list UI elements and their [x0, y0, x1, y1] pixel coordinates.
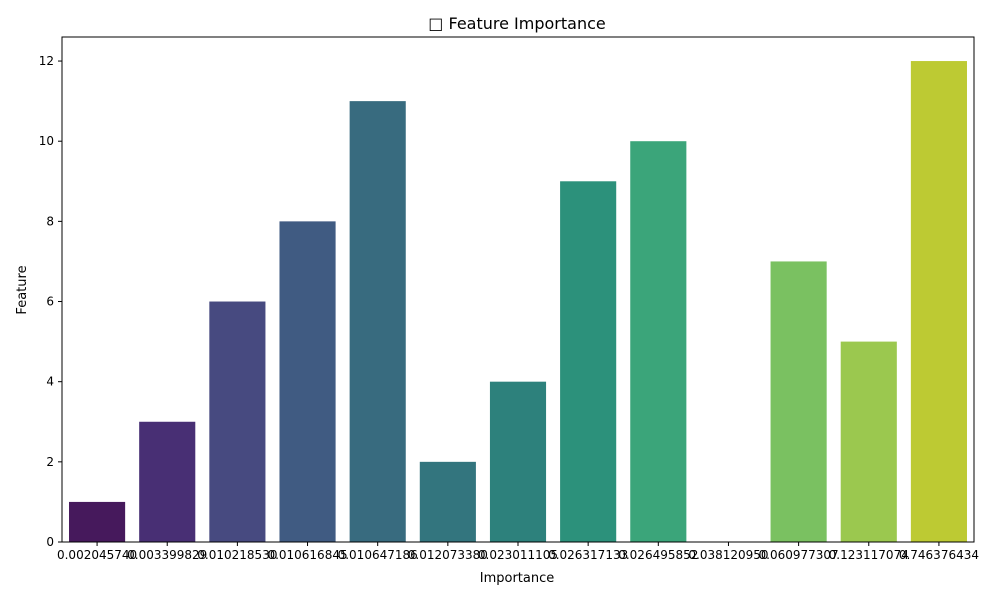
y-axis-label: Feature — [15, 265, 30, 314]
y-tick-label-3: 6 — [46, 295, 54, 309]
x-tick-label-3: 0.010616845 — [267, 548, 347, 562]
bar-10 — [770, 261, 827, 542]
x-tick-label-9: 0.038120950 — [688, 548, 768, 562]
x-tick-label-8: 0.026495852 — [618, 548, 698, 562]
x-tick-label-11: 0.123117074 — [829, 548, 909, 562]
bar-0 — [69, 501, 126, 542]
y-axis: 0 2 4 6 8 10 12 — [39, 54, 62, 549]
x-tick-label-1: 0.003399829 — [127, 548, 207, 562]
bar-1 — [139, 421, 196, 542]
bar-8 — [630, 141, 687, 542]
x-tick-label-12: 0.746376434 — [899, 548, 979, 562]
x-tick-label-6: 0.023011105 — [478, 548, 558, 562]
x-axis: 0.0020457400.0033998290.0102185300.01061… — [57, 542, 979, 562]
y-tick-label-4: 8 — [46, 214, 54, 228]
x-tick-label-10: 0.060977307 — [759, 548, 839, 562]
bars-group — [69, 61, 967, 543]
x-tick-label-0: 0.002045740 — [57, 548, 137, 562]
y-tick-label-1: 2 — [46, 455, 54, 469]
y-tick-label-5: 10 — [39, 134, 54, 148]
plot-frame — [61, 36, 975, 543]
y-tick-label-0: 0 — [46, 535, 54, 549]
bar-5 — [419, 461, 476, 542]
bar-6 — [489, 381, 547, 542]
bar-3 — [279, 221, 336, 542]
bar-4 — [349, 101, 406, 542]
y-tick-label-6: 12 — [39, 54, 54, 68]
x-tick-label-7: 0.026317133 — [548, 548, 628, 562]
y-tick-label-2: 4 — [46, 375, 54, 389]
x-tick-label-2: 0.010218530 — [197, 548, 277, 562]
x-tick-label-5: 0.012073380 — [408, 548, 488, 562]
chart-title: □ Feature Importance — [428, 14, 605, 33]
x-tick-label-4: 0.010647186 — [338, 548, 418, 562]
x-axis-label: Importance — [480, 571, 555, 586]
bar-11 — [840, 341, 897, 542]
bar-2 — [209, 301, 266, 542]
bar-12 — [910, 61, 967, 543]
bar-7 — [560, 181, 617, 543]
